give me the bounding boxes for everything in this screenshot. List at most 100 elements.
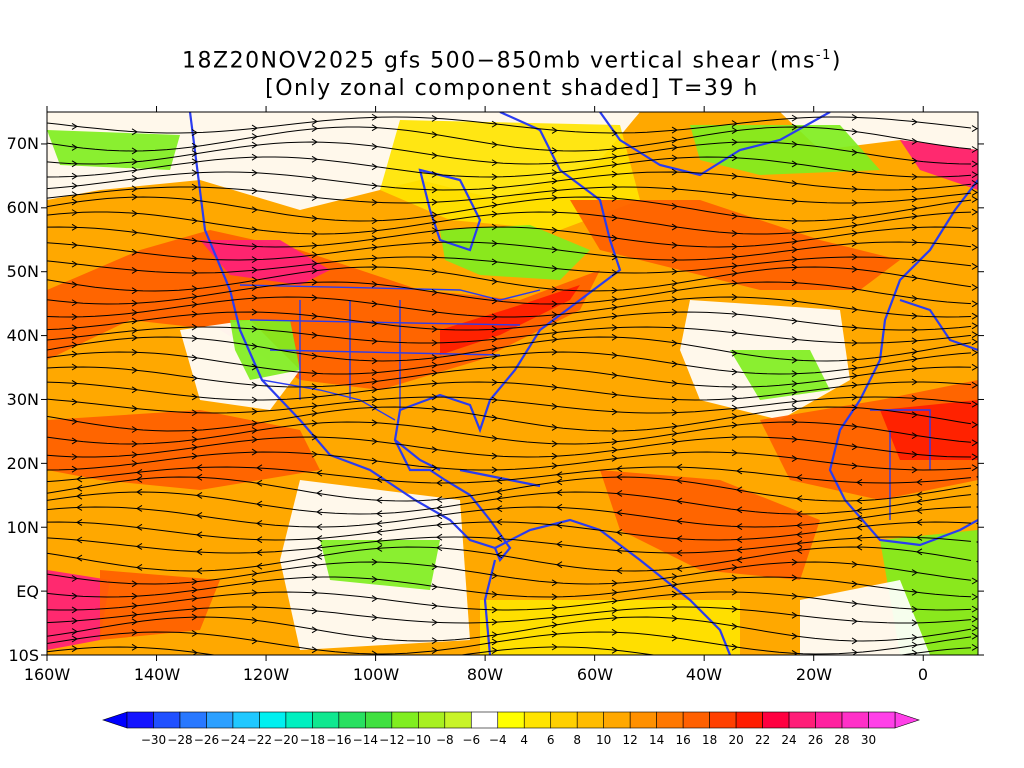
streamline-arrow (911, 295, 918, 302)
colorbar-label-16: 8 (573, 733, 581, 747)
streamline-arrow (731, 404, 738, 412)
streamline-arrow (311, 433, 318, 441)
colorbar-swatch-3 (206, 711, 234, 729)
streamline-arrow (611, 253, 618, 261)
streamline-arrow (971, 322, 978, 330)
streamline-arrow (131, 460, 138, 467)
streamline-arrow (191, 586, 198, 594)
streamline-arrow (736, 486, 743, 494)
streamline-arrow (496, 518, 503, 526)
lon-label-100w: 100W (353, 665, 400, 684)
streamline-arrow (851, 239, 858, 247)
colorbar-label-18: 12 (623, 733, 638, 747)
streamline-arrow (856, 515, 863, 522)
streamline-30 (47, 536, 972, 554)
streamline-arrow (311, 125, 318, 132)
streamline-arrow (976, 475, 978, 479)
streamline-arrow (736, 523, 743, 530)
streamline-arrow (551, 643, 558, 651)
streamline-arrow (671, 296, 678, 303)
streamline-arrow (71, 437, 78, 445)
streamline-arrow (791, 611, 798, 619)
streamline-arrow (911, 348, 918, 356)
streamline-arrow (71, 281, 78, 289)
colorbar-swatch-0 (126, 711, 154, 729)
colorbar-swatch-16 (550, 711, 578, 729)
streamline-arrow (431, 618, 438, 626)
coastline-south-america-west (483, 559, 497, 655)
colorbar-swatch-27 (841, 711, 869, 729)
title-date-model: 18Z20NOV2025 gfs (182, 48, 422, 74)
streamline-arrow (191, 183, 198, 191)
colorbar-swatch-10 (391, 711, 419, 729)
streamline-arrow (311, 409, 318, 417)
streamline-arrow (136, 505, 143, 512)
streamline-arrow (791, 298, 798, 305)
lon-label-0: 0 (918, 665, 928, 684)
streamline-arrow (131, 128, 138, 136)
streamline-arrow (616, 465, 623, 473)
streamline-arrow (976, 560, 978, 563)
streamline-arrow (191, 323, 198, 331)
streamline-arrow (131, 327, 138, 334)
streamline-arrow (491, 278, 498, 285)
streamline-arrow (611, 614, 618, 622)
streamline-arrow (671, 223, 678, 231)
streamline-arrow (851, 393, 858, 401)
streamline-arrow (791, 380, 798, 388)
streamline-arrow (71, 575, 78, 582)
title-close: ) (831, 48, 842, 74)
streamline-arrow (191, 443, 198, 451)
shear-shade-region-4 (690, 125, 880, 175)
streamline-arrow (371, 243, 378, 251)
streamline-arrow (971, 284, 978, 291)
streamline-arrow (251, 436, 258, 443)
streamline-arrow (431, 369, 438, 377)
streamline-arrow (551, 336, 558, 343)
streamline-arrow (611, 145, 618, 153)
streamline-arrow (432, 656, 437, 662)
streamline-arrow (191, 374, 198, 382)
streamline-arrow (431, 637, 438, 645)
streamline-arrow (611, 371, 618, 379)
lat-label-eq: EQ (16, 582, 39, 601)
streamline-arrow (791, 246, 798, 254)
shear-shade-region-15 (47, 410, 320, 490)
streamline-arrow (251, 308, 258, 316)
streamline-arrow (611, 234, 618, 242)
streamline-arrow (731, 229, 738, 237)
streamline-arrow (371, 457, 378, 465)
streamline-arrow (911, 326, 918, 334)
colorbar-swatch-26 (815, 711, 843, 729)
streamline-arrow (256, 549, 263, 557)
streamline-arrow (791, 263, 798, 271)
streamline-arrow (911, 395, 918, 402)
streamline-arrow (731, 564, 738, 571)
streamline-arrow (851, 649, 858, 655)
streamline-arrow (131, 440, 138, 448)
streamline-arrow (611, 628, 618, 636)
streamline-arrow (731, 243, 738, 251)
streamline-arrow (611, 579, 618, 587)
streamline-arrow (496, 477, 503, 485)
streamline-arrow (851, 356, 858, 363)
streamline-arrow (251, 276, 258, 284)
colorbar: −30 −28 −26 −24 −22 −20 −18 −16 −14 −12 −10 −8 −6 −4 4… (102, 711, 920, 747)
streamline-arrow (71, 223, 78, 231)
political-borders (239, 284, 931, 520)
streamline-arrow (916, 491, 923, 499)
colorbar-label-22: 20 (728, 733, 743, 747)
streamline-arrow (671, 615, 678, 622)
streamline-arrow (196, 491, 203, 499)
streamline-arrow (971, 180, 978, 187)
streamline-arrow (431, 325, 438, 333)
streamline-arrow (911, 256, 918, 264)
streamline-arrow (491, 466, 498, 474)
streamline-arrow (71, 398, 78, 406)
streamline-arrow (671, 136, 678, 144)
colorbar-label-13: −4 (489, 733, 507, 747)
map-plot-area (47, 112, 978, 662)
streamline-arrow (971, 160, 978, 168)
streamline-arrow (791, 397, 798, 405)
streamline-arrow (851, 443, 858, 451)
